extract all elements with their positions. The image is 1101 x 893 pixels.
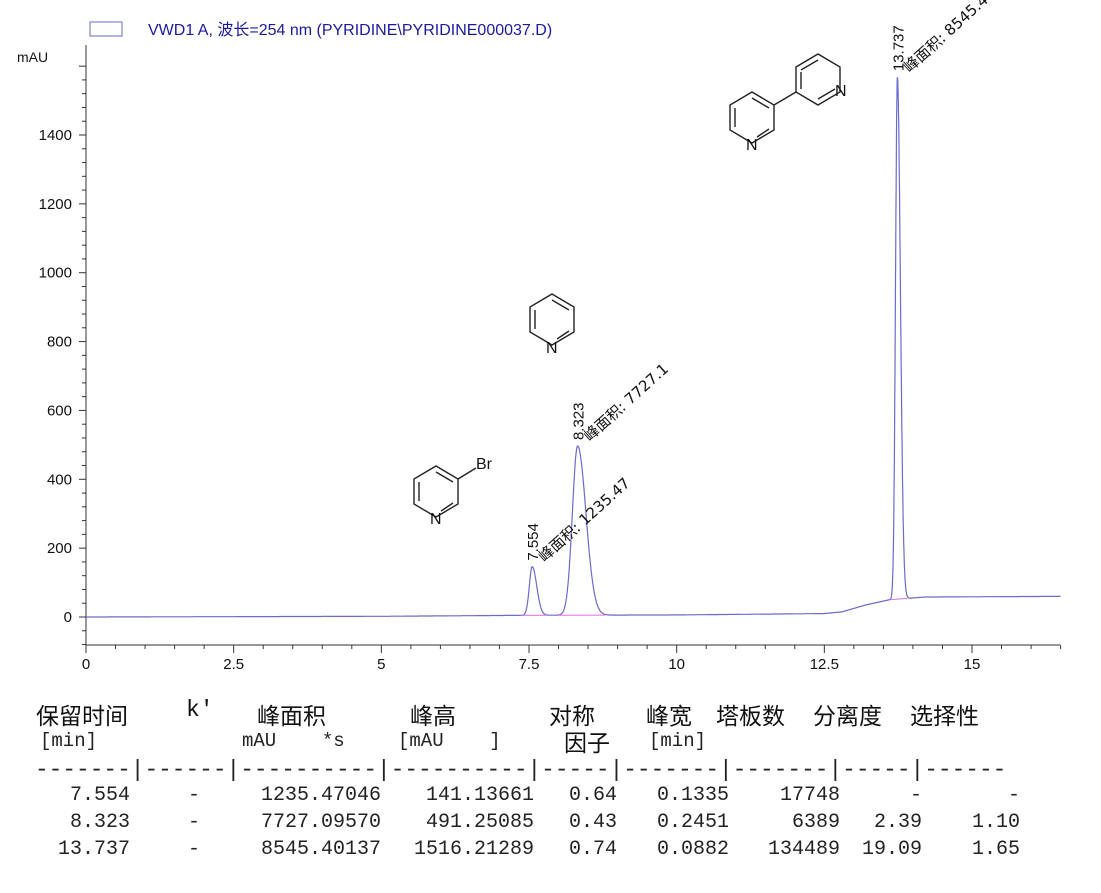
table-cell: 8545.40137 bbox=[260, 838, 381, 861]
y-tick-label: 1000 bbox=[39, 265, 72, 282]
br-atom-label: Br bbox=[476, 456, 493, 473]
table-cell: 13.737 bbox=[57, 838, 130, 861]
peak-rt-label: 13.737 bbox=[890, 25, 907, 71]
y-tick-label: 800 bbox=[47, 334, 72, 351]
n-atom-label: N bbox=[430, 511, 442, 528]
table-cell: 1.65 bbox=[971, 838, 1020, 861]
legend-swatch bbox=[89, 21, 123, 37]
header-symmetry: 对称 bbox=[549, 704, 595, 730]
table-cell: 19.09 bbox=[861, 838, 922, 861]
table-cell: 0.1335 bbox=[656, 784, 729, 807]
x-tick-label: 12.5 bbox=[810, 656, 839, 673]
table-cell: 491.25085 bbox=[425, 811, 534, 834]
legend-label: VWD1 A, 波长=254 nm (PYRIDINE\PYRIDINE0000… bbox=[148, 21, 552, 39]
x-tick-label: 2.5 bbox=[223, 656, 244, 673]
table-cell: 0.74 bbox=[568, 838, 617, 861]
chromatogram-chart: VWD1 A, 波长=254 nm (PYRIDINE\PYRIDINE0000… bbox=[17, 0, 1062, 673]
header-k: k' bbox=[186, 697, 214, 723]
x-tick-label: 5 bbox=[377, 656, 385, 673]
peak-rt-label: 7.554 bbox=[525, 523, 542, 561]
table-cell: 0.0882 bbox=[656, 838, 729, 861]
y-tick-label: 400 bbox=[47, 471, 72, 488]
header-selectivity: 选择性 bbox=[910, 704, 979, 730]
header-area: 峰面积 bbox=[257, 704, 326, 730]
signal-trace bbox=[86, 77, 1061, 618]
y-tick-label: 1200 bbox=[39, 196, 72, 213]
n-atom-label: N bbox=[546, 340, 558, 357]
table-cell: 1516.21289 bbox=[413, 838, 534, 861]
y-tick-label: 0 bbox=[64, 609, 72, 626]
y-tick-label: 200 bbox=[47, 540, 72, 557]
n-atom-label: N bbox=[746, 137, 758, 154]
pyridine-structure: N bbox=[529, 293, 575, 357]
bromopyridine-structure: N Br bbox=[413, 456, 493, 528]
peak-rt-label: 8.323 bbox=[571, 402, 588, 440]
n-atom-label: N bbox=[835, 83, 847, 100]
axes: 0 2.5 5 7.5 10 12.5 15 0 200 400 600 800 1000 1200 140… bbox=[39, 45, 1062, 673]
table-cell: - bbox=[909, 784, 922, 807]
x-tick-label: 15 bbox=[964, 656, 981, 673]
x-tick-label: 10 bbox=[668, 656, 685, 673]
header-height: 峰高 bbox=[410, 704, 456, 730]
table-cell: 1.10 bbox=[971, 811, 1020, 834]
table-cell: 17748 bbox=[779, 784, 840, 807]
x-tick-label: 7.5 bbox=[519, 656, 540, 673]
table-cell: 6389 bbox=[791, 811, 840, 834]
table-cell: 0.43 bbox=[568, 811, 617, 834]
table-cell: 141.13661 bbox=[425, 784, 534, 807]
table-cell: 7.554 bbox=[69, 784, 130, 807]
header-retention-time: 保留时间 bbox=[36, 704, 128, 730]
unit-retention-time: [min] bbox=[40, 730, 98, 752]
peak-area-label: 峰面积: 7727.1 bbox=[580, 360, 672, 445]
header-width: 峰宽 bbox=[646, 704, 692, 730]
table-cell: 7727.09570 bbox=[260, 811, 381, 834]
header-resolution: 分离度 bbox=[813, 704, 882, 730]
y-axis-label: mAU bbox=[17, 49, 48, 65]
unit-width: [min] bbox=[649, 730, 707, 752]
table-separator: -------|------|----------|----------|---… bbox=[35, 757, 1007, 783]
table-cell: 0.64 bbox=[568, 784, 617, 807]
table-cell: 134489 bbox=[767, 838, 840, 861]
bipyridine-structure: N N bbox=[729, 53, 847, 154]
peak-area-label: 峰面积: 8545.4 bbox=[900, 0, 992, 76]
table-cell: 8.323 bbox=[69, 811, 130, 834]
table-cell: - bbox=[187, 784, 200, 807]
table-cell: 2.39 bbox=[873, 811, 922, 834]
unit-height: [mAU ] bbox=[398, 730, 501, 752]
table-cell: - bbox=[187, 811, 200, 834]
table-cell: 1235.47046 bbox=[260, 784, 381, 807]
header-plates: 塔板数 bbox=[716, 704, 785, 730]
table-cell: - bbox=[187, 838, 200, 861]
integration-baseline bbox=[890, 597, 908, 601]
table-cell: 0.2451 bbox=[656, 811, 729, 834]
table-cell: - bbox=[1007, 784, 1020, 807]
y-tick-label: 1400 bbox=[39, 127, 72, 144]
y-tick-label: 600 bbox=[47, 402, 72, 419]
unit-area: mAU *s bbox=[242, 730, 345, 752]
x-tick-label: 0 bbox=[82, 656, 90, 673]
unit-symmetry: 因子 bbox=[564, 731, 610, 757]
